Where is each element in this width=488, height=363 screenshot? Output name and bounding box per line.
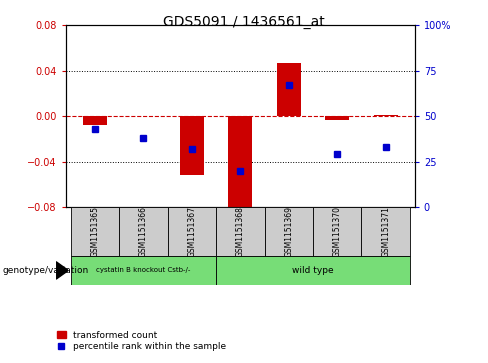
Text: GSM1151369: GSM1151369	[285, 206, 293, 257]
FancyBboxPatch shape	[264, 207, 313, 256]
Bar	[228, 116, 252, 210]
FancyBboxPatch shape	[313, 207, 362, 256]
FancyBboxPatch shape	[119, 207, 168, 256]
Text: cystatin B knockout Cstb-/-: cystatin B knockout Cstb-/-	[96, 268, 191, 273]
Text: GSM1151371: GSM1151371	[381, 206, 390, 257]
FancyBboxPatch shape	[362, 207, 410, 256]
FancyBboxPatch shape	[216, 256, 410, 285]
Text: GSM1151368: GSM1151368	[236, 206, 245, 257]
Text: GSM1151366: GSM1151366	[139, 206, 148, 257]
Text: GSM1151365: GSM1151365	[90, 206, 100, 257]
Bar	[325, 116, 349, 119]
Bar	[374, 115, 398, 116]
Bar	[83, 116, 107, 125]
Text: genotype/variation: genotype/variation	[2, 266, 89, 275]
Text: GDS5091 / 1436561_at: GDS5091 / 1436561_at	[163, 15, 325, 29]
FancyBboxPatch shape	[71, 207, 119, 256]
FancyBboxPatch shape	[216, 207, 264, 256]
Bar	[277, 63, 301, 116]
Legend: transformed count, percentile rank within the sample: transformed count, percentile rank withi…	[53, 327, 230, 355]
Text: GSM1151367: GSM1151367	[187, 206, 196, 257]
Text: GSM1151370: GSM1151370	[333, 206, 342, 257]
Bar	[180, 116, 204, 175]
Text: wild type: wild type	[292, 266, 334, 275]
FancyBboxPatch shape	[71, 256, 216, 285]
Polygon shape	[56, 262, 68, 279]
FancyBboxPatch shape	[168, 207, 216, 256]
